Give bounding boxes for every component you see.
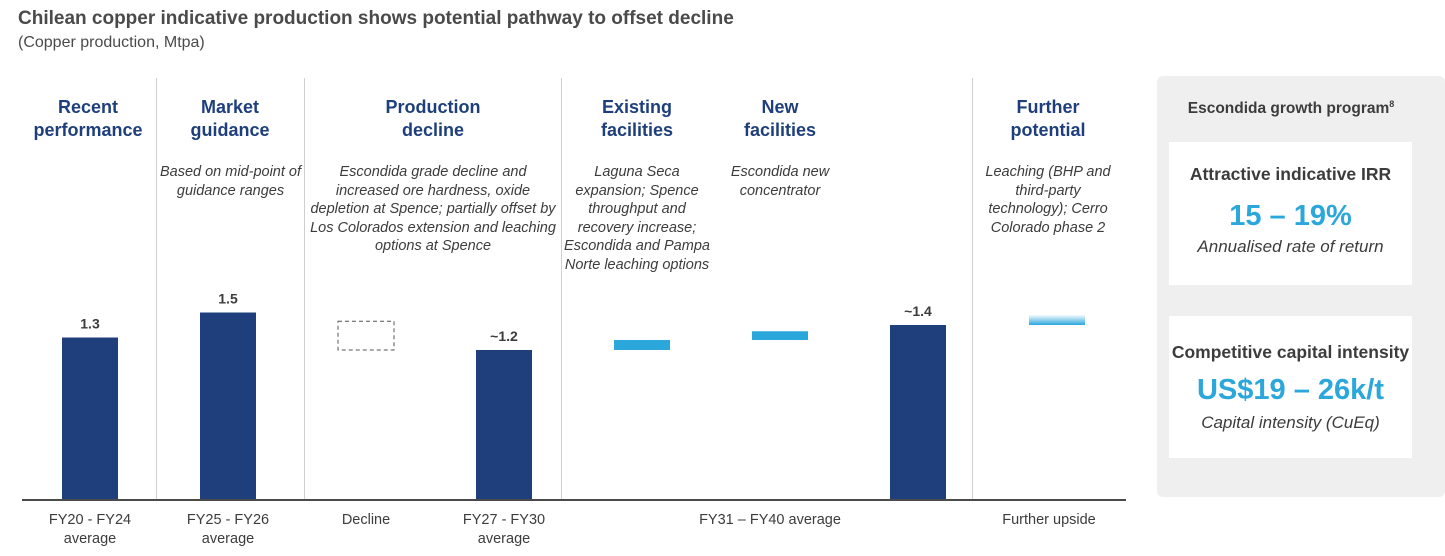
column-description-production-decline: Escondida grade decline and increased or… xyxy=(310,164,556,254)
bar-1 xyxy=(200,312,256,500)
irr-card: Attractive indicative IRR 15 – 19% Annua… xyxy=(1169,142,1412,285)
segment-0 xyxy=(337,320,395,351)
panel-title: Escondida growth program8 xyxy=(1157,99,1425,118)
x-axis-label: Decline xyxy=(341,512,391,528)
capital-intensity-card-value: US$19 – 26k/t xyxy=(1196,374,1384,406)
column-heading-existing-facilities: Existing facilities xyxy=(600,97,674,140)
column-divider xyxy=(304,78,305,500)
column-divider xyxy=(156,78,157,500)
segment-2 xyxy=(752,331,808,340)
column-divider xyxy=(561,78,562,500)
column-divider xyxy=(972,78,973,500)
bar-6 xyxy=(890,325,946,500)
panel-title-text: Escondida growth program xyxy=(1187,100,1390,118)
irr-card-subtext: Annualised rate of return xyxy=(1197,237,1384,256)
column-description-existing-facilities: Laguna Seca expansion; Spence throughput… xyxy=(564,164,710,273)
capital-intensity-card-heading: Competitive capital intensity xyxy=(1171,342,1410,362)
irr-card-value: 15 – 19% xyxy=(1229,200,1352,232)
column-heading-further-potential: Further potential xyxy=(1010,97,1086,140)
column-description-further-potential: Leaching (BHP and third-party technology… xyxy=(985,164,1111,236)
column-heading-production-decline: Production decline xyxy=(385,97,481,140)
chart-title: Chilean copper indicative production sho… xyxy=(18,8,734,29)
bar-3 xyxy=(476,350,532,500)
data-label-6: ~1.4 xyxy=(904,303,932,319)
data-label-3: ~1.2 xyxy=(490,328,518,344)
segment-1 xyxy=(614,340,670,350)
capital-intensity-card-subtext: Capital intensity (CuEq) xyxy=(1201,413,1380,432)
column-heading-recent-performance: Recent performance xyxy=(33,97,143,140)
bar-0 xyxy=(62,337,118,500)
chart-subtitle: (Copper production, Mtpa) xyxy=(18,34,205,51)
capital-intensity-card: Competitive capital intensity US$19 – 26… xyxy=(1169,316,1412,458)
x-axis-label: FY27 - FY30 average xyxy=(462,512,546,547)
x-axis-label: FY25 - FY26 average xyxy=(186,512,270,547)
x-axis-label: FY20 - FY24 average xyxy=(48,512,132,547)
data-label-1: 1.5 xyxy=(218,291,238,307)
column-heading-market-guidance: Market guidance xyxy=(190,97,270,140)
segment-3 xyxy=(1029,315,1085,325)
irr-card-heading: Attractive indicative IRR xyxy=(1189,164,1392,184)
data-label-0: 1.3 xyxy=(80,316,100,332)
panel-title-footnote: 8 xyxy=(1389,99,1395,109)
x-axis-label: Further upside xyxy=(1002,512,1096,528)
x-axis-label: FY31 – FY40 average xyxy=(699,512,841,528)
column-description-market-guidance: Based on mid-point of guidance ranges xyxy=(159,164,302,199)
column-description-new-facilities: Escondida new concentrator xyxy=(730,164,830,199)
column-heading-new-facilities: New facilities xyxy=(743,97,817,140)
